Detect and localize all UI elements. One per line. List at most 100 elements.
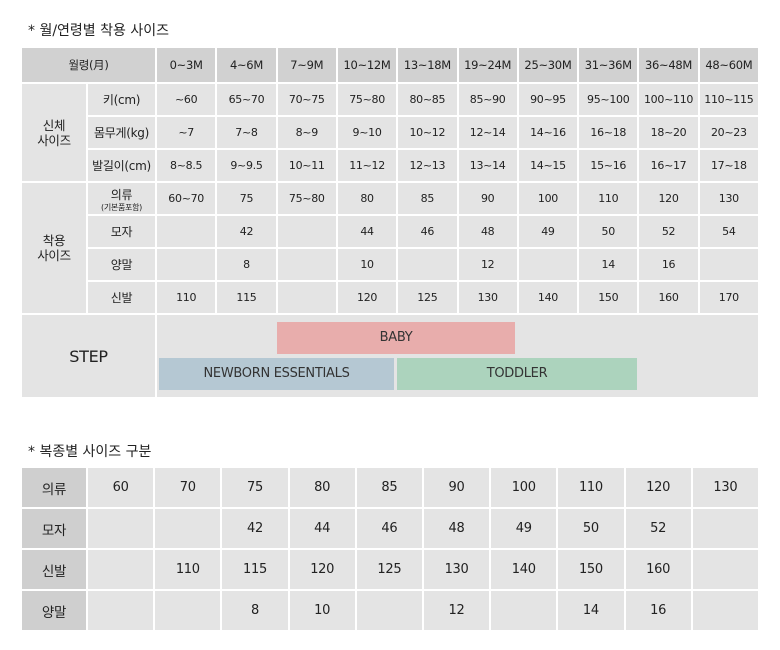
- month-header: 19~24M: [458, 48, 517, 82]
- month-header: 25~30M: [518, 48, 578, 82]
- table-cell: 14~15: [518, 150, 578, 181]
- table-cell: 85: [356, 468, 422, 507]
- row-label: 의류 (기본품포함): [88, 183, 156, 214]
- table-cell: 70: [155, 468, 221, 507]
- table-cell: 10: [289, 591, 355, 630]
- table-cell: 17~18: [699, 150, 758, 181]
- table-cell: 90: [458, 183, 517, 214]
- table-row: 양말 8 10 12 14 16: [22, 591, 758, 630]
- table-cell: 85: [398, 183, 457, 214]
- table-cell: 8~8.5: [157, 150, 216, 181]
- table-cell: 9~10: [337, 117, 397, 148]
- table-cell: 14: [558, 591, 624, 630]
- month-header: 31~36M: [579, 48, 638, 82]
- row-label: 모자: [22, 509, 86, 548]
- table-cell: 110: [558, 468, 624, 507]
- table-cell: 130: [423, 550, 490, 589]
- month-header: 36~48M: [639, 48, 698, 82]
- table-cell: 120: [625, 468, 691, 507]
- step-area: BABY NEWBORN ESSENTIALS TODDLER: [157, 315, 758, 397]
- table-cell: 44: [289, 509, 355, 548]
- table-cell: 150: [558, 550, 624, 589]
- table-cell: [88, 509, 154, 548]
- row-label-text: 키(cm): [102, 93, 141, 107]
- table-cell: 16~17: [639, 150, 698, 181]
- step-bar-toddler: TODDLER: [397, 358, 638, 390]
- table-cell: 75: [222, 468, 288, 507]
- table-cell: 20~23: [699, 117, 758, 148]
- table-cell: 16~18: [579, 117, 638, 148]
- row-label: 모자: [88, 216, 156, 247]
- table-cell: 100: [518, 183, 578, 214]
- table-cell: 8~9: [277, 117, 336, 148]
- row-label: 신발: [22, 550, 86, 589]
- table-cell: 115: [217, 282, 276, 313]
- row-label: 신발: [88, 282, 156, 313]
- table-cell: [155, 591, 221, 630]
- table-cell: [398, 249, 457, 280]
- table-cell: 16: [625, 591, 691, 630]
- table-cell: 8: [222, 591, 288, 630]
- step-row: STEP BABY NEWBORN ESSENTIALS TODDLER: [22, 315, 758, 397]
- table-cell: 46: [398, 216, 457, 247]
- step-bar-baby: BABY: [277, 322, 516, 354]
- row-label: 의류: [22, 468, 86, 507]
- table-cell: 90: [423, 468, 490, 507]
- month-header: 7~9M: [277, 48, 336, 82]
- table-cell: 140: [491, 550, 557, 589]
- table-cell: 100~110: [639, 84, 698, 115]
- table-cell: 10~11: [277, 150, 336, 181]
- row-label-text: 모자: [110, 225, 133, 239]
- table-row: 신발 110 115 120 125 130 140 150 160: [22, 550, 758, 589]
- section-title-category-size: * 복종별 사이즈 구분: [28, 444, 152, 460]
- table-cell: 42: [222, 509, 288, 548]
- table-cell: [88, 591, 154, 630]
- table-cell: 8: [217, 249, 276, 280]
- table-cell: 14: [579, 249, 638, 280]
- table-cell: 18~20: [639, 117, 698, 148]
- table-cell: 120: [289, 550, 355, 589]
- table-cell: [277, 216, 336, 247]
- month-header: 13~18M: [398, 48, 457, 82]
- month-header: 0~3M: [157, 48, 216, 82]
- group-label: 착용 사이즈: [22, 183, 86, 313]
- table-cell: 120: [337, 282, 397, 313]
- table-cell: 10~12: [398, 117, 457, 148]
- table-cell: 42: [217, 216, 276, 247]
- table-cell: 10: [337, 249, 397, 280]
- table-cell: 120: [639, 183, 698, 214]
- month-header: 10~12M: [337, 48, 397, 82]
- table-row: 신발 110 115 120 125 130 140 150 160 170: [22, 282, 758, 313]
- table-cell: 95~100: [579, 84, 638, 115]
- table-cell: [692, 591, 758, 630]
- table-cell: 170: [699, 282, 758, 313]
- step-bars: BABY NEWBORN ESSENTIALS TODDLER: [157, 315, 758, 397]
- table-cell: [157, 216, 216, 247]
- row-label-text: 양말: [110, 258, 133, 272]
- table-cell: 46: [356, 509, 422, 548]
- table-row: 신체 사이즈 키(cm) ~60 65~70 70~75 75~80 80~85 85~90 9…: [22, 84, 758, 181]
- table-cell: 75: [217, 183, 276, 214]
- row-label: 발길이(cm): [88, 150, 156, 181]
- table-cell: [356, 591, 422, 630]
- table-cell: 80~85: [398, 84, 457, 115]
- table-cell: 65~70: [217, 84, 276, 115]
- table-cell: 52: [625, 509, 691, 548]
- table-cell: 7~8: [217, 117, 276, 148]
- row-label: 양말: [22, 591, 86, 630]
- table-cell: 50: [579, 216, 638, 247]
- table-cell: 125: [356, 550, 422, 589]
- table-cell: 80: [289, 468, 355, 507]
- table-cell: 110: [579, 183, 638, 214]
- table-cell: 60~70: [157, 183, 216, 214]
- table-cell: 49: [491, 509, 557, 548]
- table-row: 양말 8 10 12 14 16: [22, 249, 758, 280]
- table-cell: 60: [88, 468, 154, 507]
- table-cell: 48: [423, 509, 490, 548]
- table-cell: 160: [625, 550, 691, 589]
- table-cell: [277, 282, 336, 313]
- month-header: 48~60M: [699, 48, 758, 82]
- table-cell: 75~80: [337, 84, 397, 115]
- section-title-age-size: * 월/연령별 착용 사이즈: [28, 23, 169, 39]
- table-cell: 14~16: [518, 117, 578, 148]
